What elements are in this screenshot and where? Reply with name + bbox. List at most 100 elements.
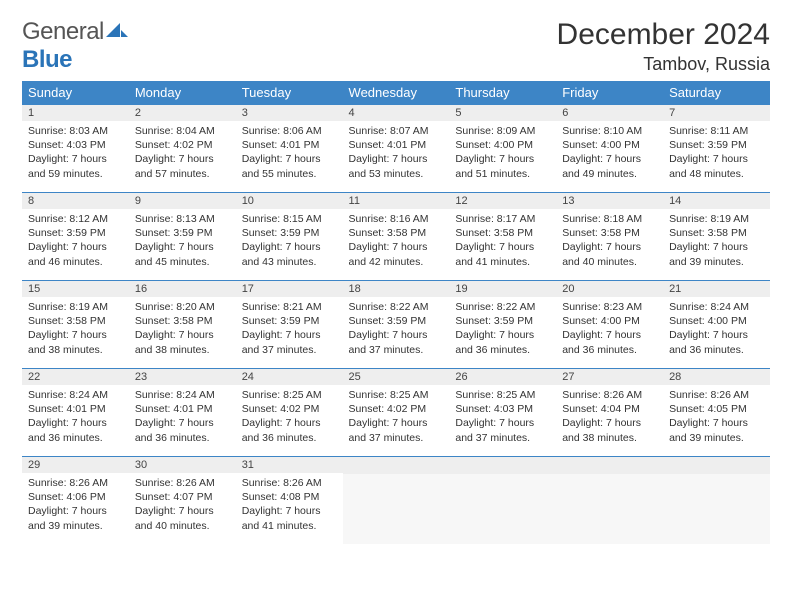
day-number-bar: 5 bbox=[449, 104, 556, 121]
sunrise-line: Sunrise: 8:22 AM bbox=[455, 300, 550, 314]
day-number-bar: 21 bbox=[663, 280, 770, 297]
daylight-line: Daylight: 7 hours and 45 minutes. bbox=[135, 240, 230, 268]
daylight-line: Daylight: 7 hours and 37 minutes. bbox=[455, 416, 550, 444]
calendar-cell: 19 Sunrise: 8:22 AMSunset: 3:59 PMDayligh… bbox=[449, 280, 556, 368]
sunset-line: Sunset: 4:03 PM bbox=[455, 402, 550, 416]
day-number-bar: 6 bbox=[556, 104, 663, 121]
day-number-bar: 2 bbox=[129, 104, 236, 121]
calendar-cell: 27 Sunrise: 8:26 AMSunset: 4:04 PMDayligh… bbox=[556, 368, 663, 456]
day-body: Sunrise: 8:24 AMSunset: 4:00 PMDaylight:… bbox=[663, 297, 770, 363]
day-number-bar bbox=[663, 456, 770, 474]
calendar-cell: 10Sunrise: 8:15 AMSunset: 3:59 PMDayligh… bbox=[236, 192, 343, 280]
day-number-bar: 9 bbox=[129, 192, 236, 209]
daylight-line: Daylight: 7 hours and 38 minutes. bbox=[562, 416, 657, 444]
day-body: Sunrise: 8:21 AMSunset: 3:59 PMDaylight:… bbox=[236, 297, 343, 363]
day-body bbox=[663, 474, 770, 544]
sunset-line: Sunset: 4:03 PM bbox=[28, 138, 123, 152]
sunset-line: Sunset: 3:59 PM bbox=[242, 314, 337, 328]
daylight-line: Daylight: 7 hours and 36 minutes. bbox=[455, 328, 550, 356]
daylight-line: Daylight: 7 hours and 57 minutes. bbox=[135, 152, 230, 180]
sunset-line: Sunset: 3:59 PM bbox=[349, 314, 444, 328]
daylight-line: Daylight: 7 hours and 37 minutes. bbox=[349, 328, 444, 356]
day-number-bar: 10 bbox=[236, 192, 343, 209]
sunset-line: Sunset: 4:04 PM bbox=[562, 402, 657, 416]
weekday-header: Sunday bbox=[22, 81, 129, 104]
day-body: Sunrise: 8:25 AMSunset: 4:02 PMDaylight:… bbox=[236, 385, 343, 451]
day-body: Sunrise: 8:26 AMSunset: 4:07 PMDaylight:… bbox=[129, 473, 236, 539]
day-number-bar: 1 bbox=[22, 104, 129, 121]
day-body: Sunrise: 8:24 AMSunset: 4:01 PMDaylight:… bbox=[22, 385, 129, 451]
day-number-bar: 27 bbox=[556, 368, 663, 385]
day-body: Sunrise: 8:12 AMSunset: 3:59 PMDaylight:… bbox=[22, 209, 129, 275]
sunset-line: Sunset: 4:05 PM bbox=[669, 402, 764, 416]
daylight-line: Daylight: 7 hours and 42 minutes. bbox=[349, 240, 444, 268]
day-body: Sunrise: 8:26 AMSunset: 4:05 PMDaylight:… bbox=[663, 385, 770, 451]
day-body: Sunrise: 8:25 AMSunset: 4:03 PMDaylight:… bbox=[449, 385, 556, 451]
day-number-bar: 18 bbox=[343, 280, 450, 297]
day-body: Sunrise: 8:03 AMSunset: 4:03 PMDaylight:… bbox=[22, 121, 129, 187]
sunset-line: Sunset: 3:59 PM bbox=[28, 226, 123, 240]
sunset-line: Sunset: 4:01 PM bbox=[28, 402, 123, 416]
sunset-line: Sunset: 4:06 PM bbox=[28, 490, 123, 504]
sunrise-line: Sunrise: 8:15 AM bbox=[242, 212, 337, 226]
sunset-line: Sunset: 3:59 PM bbox=[135, 226, 230, 240]
sunrise-line: Sunrise: 8:26 AM bbox=[28, 476, 123, 490]
day-number-bar: 26 bbox=[449, 368, 556, 385]
sunrise-line: Sunrise: 8:20 AM bbox=[135, 300, 230, 314]
calendar-week-row: 22Sunrise: 8:24 AMSunset: 4:01 PMDayligh… bbox=[22, 368, 770, 456]
logo-word1: General bbox=[22, 18, 104, 45]
sunset-line: Sunset: 4:01 PM bbox=[242, 138, 337, 152]
day-number-bar: 15 bbox=[22, 280, 129, 297]
sunrise-line: Sunrise: 8:12 AM bbox=[28, 212, 123, 226]
page-title: December 2024 bbox=[557, 18, 770, 52]
sunrise-line: Sunrise: 8:04 AM bbox=[135, 124, 230, 138]
day-body: Sunrise: 8:19 AMSunset: 3:58 PMDaylight:… bbox=[22, 297, 129, 363]
sunset-line: Sunset: 3:58 PM bbox=[28, 314, 123, 328]
day-body: Sunrise: 8:23 AMSunset: 4:00 PMDaylight:… bbox=[556, 297, 663, 363]
sunrise-line: Sunrise: 8:17 AM bbox=[455, 212, 550, 226]
calendar-cell: 15Sunrise: 8:19 AMSunset: 3:58 PMDayligh… bbox=[22, 280, 129, 368]
calendar-cell: 9Sunrise: 8:13 AMSunset: 3:59 PMDaylight… bbox=[129, 192, 236, 280]
calendar-cell: 25Sunrise: 8:25 AMSunset: 4:02 PMDayligh… bbox=[343, 368, 450, 456]
weekday-header: Wednesday bbox=[343, 81, 450, 104]
day-number-bar: 31 bbox=[236, 456, 343, 473]
sunrise-line: Sunrise: 8:03 AM bbox=[28, 124, 123, 138]
sunrise-line: Sunrise: 8:11 AM bbox=[669, 124, 764, 138]
sunrise-line: Sunrise: 8:18 AM bbox=[562, 212, 657, 226]
daylight-line: Daylight: 7 hours and 39 minutes. bbox=[28, 504, 123, 532]
logo: General Blue bbox=[22, 18, 128, 74]
daylight-line: Daylight: 7 hours and 48 minutes. bbox=[669, 152, 764, 180]
sunrise-line: Sunrise: 8:25 AM bbox=[455, 388, 550, 402]
sunset-line: Sunset: 4:02 PM bbox=[135, 138, 230, 152]
day-body bbox=[343, 474, 450, 544]
calendar-cell bbox=[343, 456, 450, 544]
day-body: Sunrise: 8:15 AMSunset: 3:59 PMDaylight:… bbox=[236, 209, 343, 275]
sunrise-line: Sunrise: 8:25 AM bbox=[349, 388, 444, 402]
sunset-line: Sunset: 4:00 PM bbox=[669, 314, 764, 328]
calendar-cell: 4Sunrise: 8:07 AMSunset: 4:01 PMDaylight… bbox=[343, 104, 450, 192]
day-number-bar: 16 bbox=[129, 280, 236, 297]
location-label: Tambov, Russia bbox=[557, 54, 770, 75]
day-number-bar: 19 bbox=[449, 280, 556, 297]
day-number-bar bbox=[556, 456, 663, 474]
sunrise-line: Sunrise: 8:16 AM bbox=[349, 212, 444, 226]
sunset-line: Sunset: 3:58 PM bbox=[562, 226, 657, 240]
day-number-bar: 7 bbox=[663, 104, 770, 121]
day-number-bar: 24 bbox=[236, 368, 343, 385]
sunrise-line: Sunrise: 8:19 AM bbox=[669, 212, 764, 226]
sunset-line: Sunset: 3:59 PM bbox=[455, 314, 550, 328]
sunrise-line: Sunrise: 8:07 AM bbox=[349, 124, 444, 138]
sunrise-line: Sunrise: 8:26 AM bbox=[562, 388, 657, 402]
daylight-line: Daylight: 7 hours and 36 minutes. bbox=[669, 328, 764, 356]
weekday-header: Friday bbox=[556, 81, 663, 104]
daylight-line: Daylight: 7 hours and 39 minutes. bbox=[669, 240, 764, 268]
sunset-line: Sunset: 4:00 PM bbox=[562, 138, 657, 152]
day-number-bar: 3 bbox=[236, 104, 343, 121]
weekday-header: Saturday bbox=[663, 81, 770, 104]
day-body bbox=[449, 474, 556, 544]
calendar-cell: 24Sunrise: 8:25 AMSunset: 4:02 PMDayligh… bbox=[236, 368, 343, 456]
calendar-cell: 1Sunrise: 8:03 AMSunset: 4:03 PMDaylight… bbox=[22, 104, 129, 192]
sunset-line: Sunset: 3:58 PM bbox=[135, 314, 230, 328]
calendar-week-row: 1Sunrise: 8:03 AMSunset: 4:03 PMDaylight… bbox=[22, 104, 770, 192]
day-number-bar: 30 bbox=[129, 456, 236, 473]
